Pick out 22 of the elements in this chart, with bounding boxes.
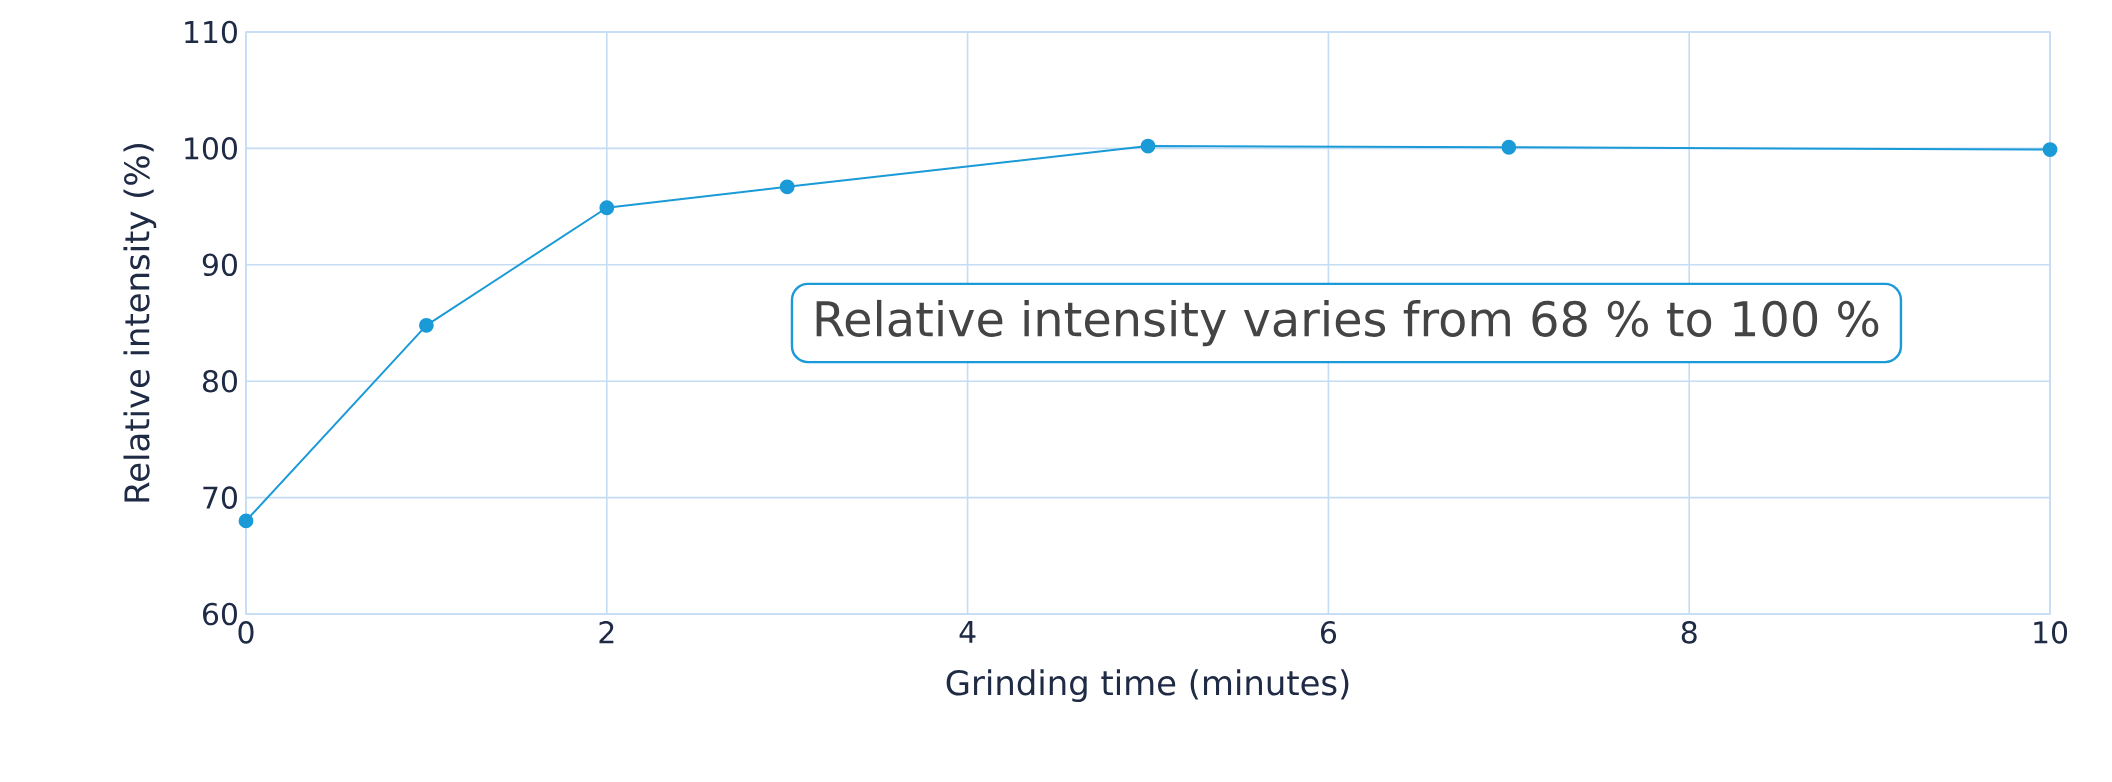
y-tick-label: 60 xyxy=(203,602,237,626)
y-axis-title: Relative intensity (%) xyxy=(123,144,157,502)
y-tick-label: 70 xyxy=(203,486,237,509)
x-tick-label: 10 xyxy=(2034,621,2068,644)
point xyxy=(779,179,795,195)
x-tick-label: 6 xyxy=(1321,621,1337,644)
point xyxy=(238,513,254,529)
point xyxy=(1501,139,1517,155)
y-tick-label: 100 xyxy=(185,137,237,160)
x-tick-label: 8 xyxy=(1681,621,1697,644)
y-tick-label: 80 xyxy=(202,369,237,393)
y-tick-label: 110 xyxy=(185,20,237,44)
point xyxy=(419,317,434,333)
point xyxy=(2042,142,2058,157)
y-tick-label: 90 xyxy=(202,253,237,277)
x-tick-label: 0 xyxy=(238,621,254,644)
x-tick-label: 4 xyxy=(959,621,976,643)
x-tick-label: 2 xyxy=(599,621,614,644)
point xyxy=(1140,138,1156,154)
x-axis-title: Grinding time (minutes) xyxy=(946,669,1349,703)
annotation: Relative intensity varies from 68 % to 100 % xyxy=(816,299,1879,347)
point xyxy=(599,200,615,216)
